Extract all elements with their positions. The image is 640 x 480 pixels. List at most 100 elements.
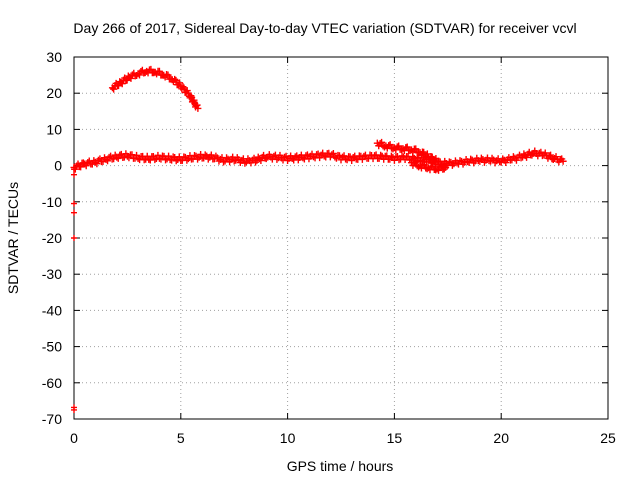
data-point [262,155,270,163]
data-point [176,79,184,87]
data-point [71,235,77,241]
grid [74,57,608,419]
x-tick-label: 25 [600,430,616,446]
data-point [165,152,173,160]
data-point [71,171,77,178]
data-point [114,154,122,162]
data-point [242,158,250,166]
x-tick-label: 5 [177,430,185,446]
data-point [77,163,85,171]
data-point [435,166,443,174]
data-point [193,101,201,109]
axis-ticks [73,56,609,420]
data-point [293,152,301,160]
data-point [94,156,102,164]
data-point [171,75,179,83]
data-point [136,71,144,79]
data-point [190,96,198,104]
data-point [559,157,567,165]
data-point [207,151,215,159]
data-point [220,158,228,166]
data-point [378,138,386,146]
y-tick-label: -20 [42,230,62,246]
y-axis-tick-labels: 30 20 10 0 -10 -20 -30 -40 -50 -60 -70 [42,49,62,427]
data-point [151,156,159,164]
y-tick-label: 20 [46,85,62,101]
data-point [499,155,507,163]
x-axis-label: GPS time / hours [287,458,394,474]
data-point [172,76,180,84]
data-point [358,155,366,163]
data-point [552,153,560,161]
data-point [241,159,249,167]
data-point [281,153,289,161]
series-upper-branch [373,138,441,165]
data-point [420,161,428,169]
x-tick-label: 0 [70,430,78,446]
data-point [340,152,348,160]
data-point [71,406,77,413]
y-tick-label: -10 [42,194,62,210]
data-point [133,151,141,159]
data-point [477,154,485,162]
data-point [118,80,126,88]
series-outliers [71,166,77,413]
data-point [456,157,464,165]
data-point [155,67,163,75]
y-tick-label: -50 [42,339,62,355]
data-point [84,159,92,167]
x-axis-tick-labels: 0 5 10 15 20 25 [70,430,616,446]
data-point [288,154,296,162]
y-tick-label: 10 [46,121,62,137]
data-point [314,150,322,158]
series-arc [108,65,202,112]
data-point [349,153,357,161]
data-point [387,152,395,160]
data-point [179,83,187,91]
data-point [71,209,77,216]
data-point [423,150,431,158]
data-point [164,71,172,79]
data-point [377,151,385,159]
data-point [93,160,101,168]
y-tick-label: 0 [54,158,62,174]
data-point [467,155,475,163]
data-point [386,141,394,149]
x-tick-label: 20 [493,430,509,446]
data-point [71,166,77,173]
data-point [110,85,118,93]
data-point [191,151,199,159]
data-point [201,151,209,159]
data-point [428,153,436,161]
x-tick-label: 15 [387,430,403,446]
data-point [523,153,531,161]
data-point [194,104,202,112]
data-point [442,163,450,171]
y-axis-label: SDTVAR / TECUs [5,182,21,294]
data-point [123,152,131,160]
data-point [223,154,231,162]
x-tick-label: 10 [280,430,296,446]
series-lower-branch [407,158,450,174]
data-point [412,145,420,153]
data-point [303,151,311,159]
data-point [82,162,90,170]
data-point [440,165,448,173]
data-point [395,142,403,150]
y-tick-label: 30 [46,49,62,65]
data-point [420,148,428,156]
data-point [429,162,437,170]
data-point [71,200,77,207]
y-tick-label: -60 [42,375,62,391]
data-point [547,151,555,159]
y-tick-label: -70 [42,411,62,427]
data-point [257,157,265,165]
data-point [412,158,420,166]
series-main-band [70,147,567,173]
data-point [329,149,337,157]
data-series [70,65,567,413]
y-tick-label: -40 [42,302,62,318]
chart-title: Day 266 of 2017, Sidereal Day-to-day VTE… [73,20,576,36]
